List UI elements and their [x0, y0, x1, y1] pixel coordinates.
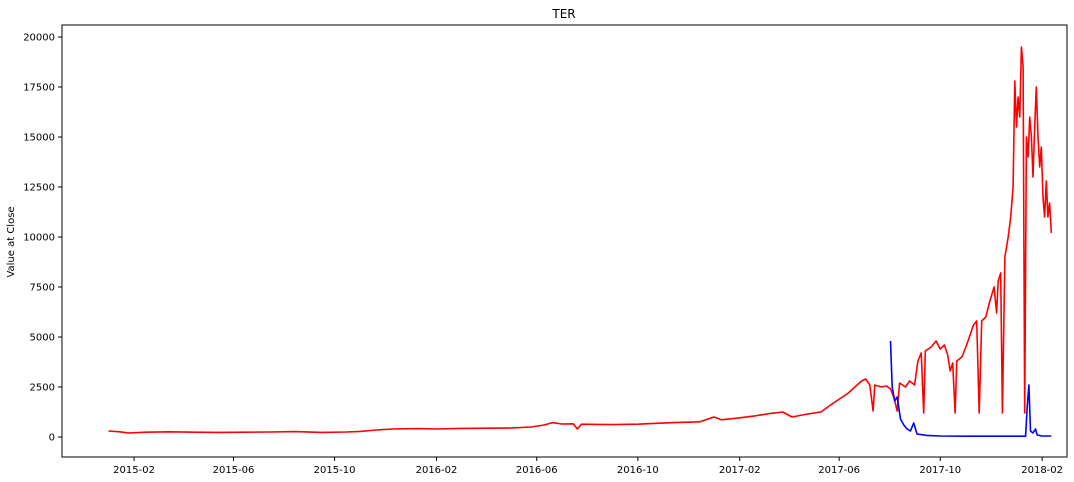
y-tick-label: 12500 — [23, 183, 55, 194]
y-tick-label: 2500 — [30, 383, 55, 394]
x-tick-label: 2016-06 — [516, 465, 558, 476]
x-tick-label: 2017-10 — [919, 465, 961, 476]
y-tick-label: 5000 — [30, 333, 55, 344]
series-line-1 — [108, 46, 1053, 434]
y-tick-label: 10000 — [23, 233, 55, 244]
y-tick-label: 0 — [49, 433, 55, 444]
x-tick-label: 2016-10 — [617, 465, 659, 476]
series-line-2 — [889, 340, 1052, 437]
plot-area: 2015-02 2015-06 2015-10 2016-02 2016-06 2016-… — [23, 33, 1063, 477]
x-tick-label: 2015-06 — [213, 465, 255, 476]
x-tick-label: 2018-02 — [1021, 465, 1063, 476]
y-tick-label: 17500 — [23, 83, 55, 94]
x-tick-label: 2016-02 — [416, 465, 458, 476]
y-tick-label: 20000 — [23, 33, 55, 44]
x-tick-label: 2017-02 — [719, 465, 761, 476]
plot-frame — [61, 24, 1068, 458]
y-tick-label: 7500 — [30, 283, 55, 294]
y-axis-label: Value at Close — [6, 206, 17, 277]
chart-title: TER — [551, 7, 575, 21]
x-tick-label: 2017-06 — [818, 465, 860, 476]
x-tick-label: 2015-10 — [314, 465, 356, 476]
x-tick-label: 2015-02 — [113, 465, 155, 476]
y-tick-label: 15000 — [23, 133, 55, 144]
